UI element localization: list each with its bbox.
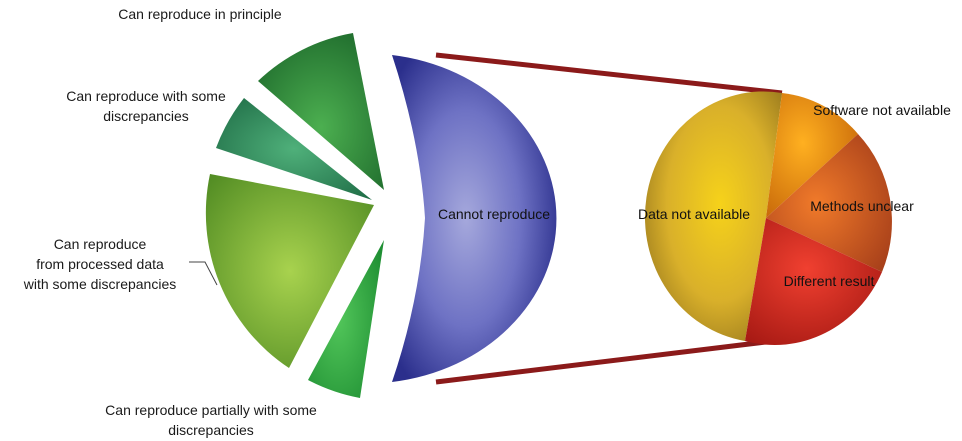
slice-data-not-available <box>644 91 782 341</box>
slice-processed-data <box>205 174 374 368</box>
label-processed-line2: from processed data <box>36 256 164 272</box>
label-different-result: Different result <box>784 273 875 289</box>
slice-in-principle <box>258 33 384 190</box>
connector-line-bottom <box>435 337 783 385</box>
label-processed-line3: with some discrepancies <box>23 276 177 292</box>
slice-some-discrepancies <box>216 98 372 200</box>
slice-partially <box>308 240 384 398</box>
slice-methods-unclear <box>766 134 892 272</box>
label-some-discrepancies-line2: discrepancies <box>103 108 189 124</box>
label-data-not-available: Data not available <box>638 206 750 222</box>
label-in-principle: Can reproduce in principle <box>118 6 282 22</box>
slice-different-result <box>745 218 882 346</box>
label-some-discrepancies-line1: Can reproduce with some <box>66 88 226 104</box>
slice-cannot-reproduce <box>392 55 557 382</box>
main-pie <box>205 33 557 398</box>
slice-software-not-available <box>766 93 858 218</box>
breakdown-pie <box>644 91 892 346</box>
connector-line-top <box>435 52 783 96</box>
label-methods-unclear: Methods unclear <box>810 198 914 214</box>
label-partially-line1: Can reproduce partially with some <box>105 402 317 418</box>
leader-line <box>189 261 218 286</box>
label-software-not-available: Software not available <box>813 102 951 118</box>
label-partially-line2: discrepancies <box>168 422 254 438</box>
label-processed-line1: Can reproduce <box>54 236 147 252</box>
label-cannot-reproduce: Cannot reproduce <box>438 206 550 222</box>
